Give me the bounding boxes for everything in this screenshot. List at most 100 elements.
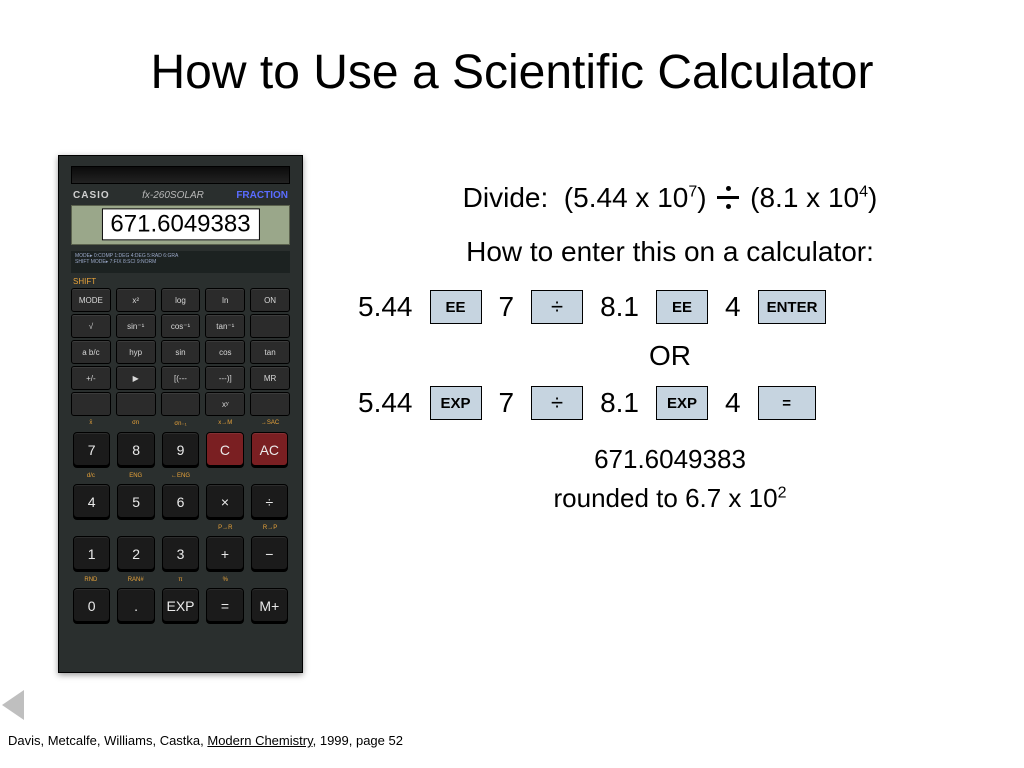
calc-func-key[interactable]: log — [161, 288, 201, 312]
seq1-v2: 7 — [499, 291, 515, 323]
ee-button: EE — [430, 290, 482, 324]
calc-func-key[interactable] — [116, 392, 156, 416]
calc-key-sup: d/c — [71, 473, 111, 479]
calc-key-sup: →SAC — [250, 420, 290, 427]
calc-func-key[interactable]: MODE — [71, 288, 111, 312]
b-exp: 4 — [859, 184, 868, 201]
calc-key-sup — [71, 525, 111, 531]
seq1-v1: 5.44 — [358, 291, 413, 323]
calc-func-key[interactable]: tan⁻¹ — [205, 314, 245, 338]
calc-key-sup: ENG — [116, 473, 156, 479]
citation-title: Modern Chemistry — [207, 733, 312, 748]
calc-key-sup: ←ENG — [161, 473, 201, 479]
calc-num-key[interactable]: AC — [251, 432, 288, 466]
calc-key-sup: % — [205, 577, 245, 583]
calc-key-sup: π — [161, 577, 201, 583]
equals-button: = — [758, 386, 816, 420]
seq2-v4: 4 — [725, 387, 741, 419]
calc-key-sup: x̄ — [71, 420, 111, 427]
exp-button: EXP — [430, 386, 482, 420]
enter-button: ENTER — [758, 290, 827, 324]
calc-func-key[interactable]: MR — [250, 366, 290, 390]
calc-num-key[interactable]: EXP — [162, 588, 199, 622]
answer-value: 671.6049383 — [340, 444, 1000, 475]
seq1-v4: 4 — [725, 291, 741, 323]
prev-slide-icon[interactable] — [2, 690, 24, 720]
calc-num-key[interactable]: × — [206, 484, 243, 518]
sequence-1: 5.44 EE 7 ÷ 8.1 EE 4 ENTER — [358, 290, 1000, 324]
sequence-2: 5.44 EXP 7 ÷ 8.1 EXP 4 = — [358, 386, 1000, 420]
problem-line: Divide: (5.44 x 107) (8.1 x 104) — [340, 182, 1000, 214]
calc-num-key[interactable]: 7 — [73, 432, 110, 466]
calc-key-sup — [161, 525, 201, 531]
calc-num-key[interactable]: 0 — [73, 588, 110, 622]
calc-key-sup: x→M — [205, 420, 245, 427]
brand-model: fx-260SOLAR — [142, 190, 204, 201]
calc-key-sup: R→P — [250, 525, 290, 531]
calc-num-key[interactable]: = — [206, 588, 243, 622]
calc-func-key[interactable]: a b/c — [71, 340, 111, 364]
or-label: OR — [340, 340, 1000, 372]
calc-func-key[interactable]: ▶ — [116, 366, 156, 390]
calc-key-sup — [250, 577, 290, 583]
calculator: CASIO fx-260SOLAR FRACTION 671.6049383 M… — [58, 155, 303, 673]
seq2-v3: 8.1 — [600, 387, 639, 419]
divide-button-2: ÷ — [531, 386, 583, 420]
calc-func-key[interactable]: [(--- — [161, 366, 201, 390]
rounded-exp: 2 — [778, 484, 787, 501]
calc-key-sup: P→R — [205, 525, 245, 531]
calc-num-key[interactable]: 5 — [117, 484, 154, 518]
calc-func-key[interactable]: sin⁻¹ — [116, 314, 156, 338]
calc-func-key[interactable] — [161, 392, 201, 416]
calc-func-key[interactable]: tan — [250, 340, 290, 364]
lcd-overlay: 671.6049383 — [101, 208, 259, 240]
calc-num-key[interactable]: 6 — [162, 484, 199, 518]
calc-func-key[interactable]: cos⁻¹ — [161, 314, 201, 338]
shift-label: SHIFT — [73, 277, 296, 286]
brand-casio: CASIO — [73, 190, 110, 201]
calc-func-key[interactable]: ln — [205, 288, 245, 312]
lcd-screen: 671.6049383 — [71, 205, 290, 245]
mode-strip: MODE▸ 0:COMP 1:DEG 4:DEG 5:RAD 6:GRA SHI… — [71, 251, 290, 273]
content-area: Divide: (5.44 x 107) (8.1 x 104) How to … — [340, 182, 1000, 514]
calc-func-key[interactable]: x² — [116, 288, 156, 312]
calc-func-key[interactable]: xʸ — [205, 392, 245, 416]
calc-num-key[interactable]: ÷ — [251, 484, 288, 518]
b-mantissa: 8.1 — [759, 182, 798, 213]
calc-num-key[interactable]: C — [206, 432, 243, 466]
rounded-line: rounded to 6.7 x 102 — [340, 483, 1000, 514]
calc-num-key[interactable]: + — [206, 536, 243, 570]
citation-authors: Davis, Metcalfe, Williams, Castka, — [8, 733, 207, 748]
calc-func-key[interactable]: ---)] — [205, 366, 245, 390]
brand-fraction: FRACTION — [236, 190, 288, 201]
calc-num-key[interactable]: 1 — [73, 536, 110, 570]
calc-key-sup: RND — [71, 577, 111, 583]
calc-func-key[interactable] — [71, 392, 111, 416]
calc-func-key[interactable] — [250, 392, 290, 416]
brand-row: CASIO fx-260SOLAR FRACTION — [65, 190, 296, 205]
calc-func-key[interactable]: +/- — [71, 366, 111, 390]
calc-num-key[interactable]: 3 — [162, 536, 199, 570]
page-title: How to Use a Scientific Calculator — [0, 45, 1024, 100]
calc-func-key[interactable] — [250, 314, 290, 338]
seq1-v3: 8.1 — [600, 291, 639, 323]
calc-func-key[interactable]: ON — [250, 288, 290, 312]
calc-num-key[interactable]: M+ — [251, 588, 288, 622]
calc-key-sup — [205, 473, 245, 479]
calc-func-key[interactable]: sin — [161, 340, 201, 364]
calc-func-key[interactable]: cos — [205, 340, 245, 364]
ee-button-2: EE — [656, 290, 708, 324]
calc-num-key[interactable]: 4 — [73, 484, 110, 518]
calc-num-key[interactable]: 8 — [117, 432, 154, 466]
calc-key-sup — [116, 525, 156, 531]
calc-num-key[interactable]: − — [251, 536, 288, 570]
calc-func-key[interactable]: √ — [71, 314, 111, 338]
calc-num-key[interactable]: 9 — [162, 432, 199, 466]
calc-key-sup: σn₋₁ — [161, 420, 201, 427]
calc-key-sup — [250, 473, 290, 479]
calc-num-key[interactable]: . — [117, 588, 154, 622]
divide-icon — [714, 183, 742, 211]
citation-rest: , 1999, page 52 — [313, 733, 403, 748]
calc-func-key[interactable]: hyp — [116, 340, 156, 364]
calc-num-key[interactable]: 2 — [117, 536, 154, 570]
